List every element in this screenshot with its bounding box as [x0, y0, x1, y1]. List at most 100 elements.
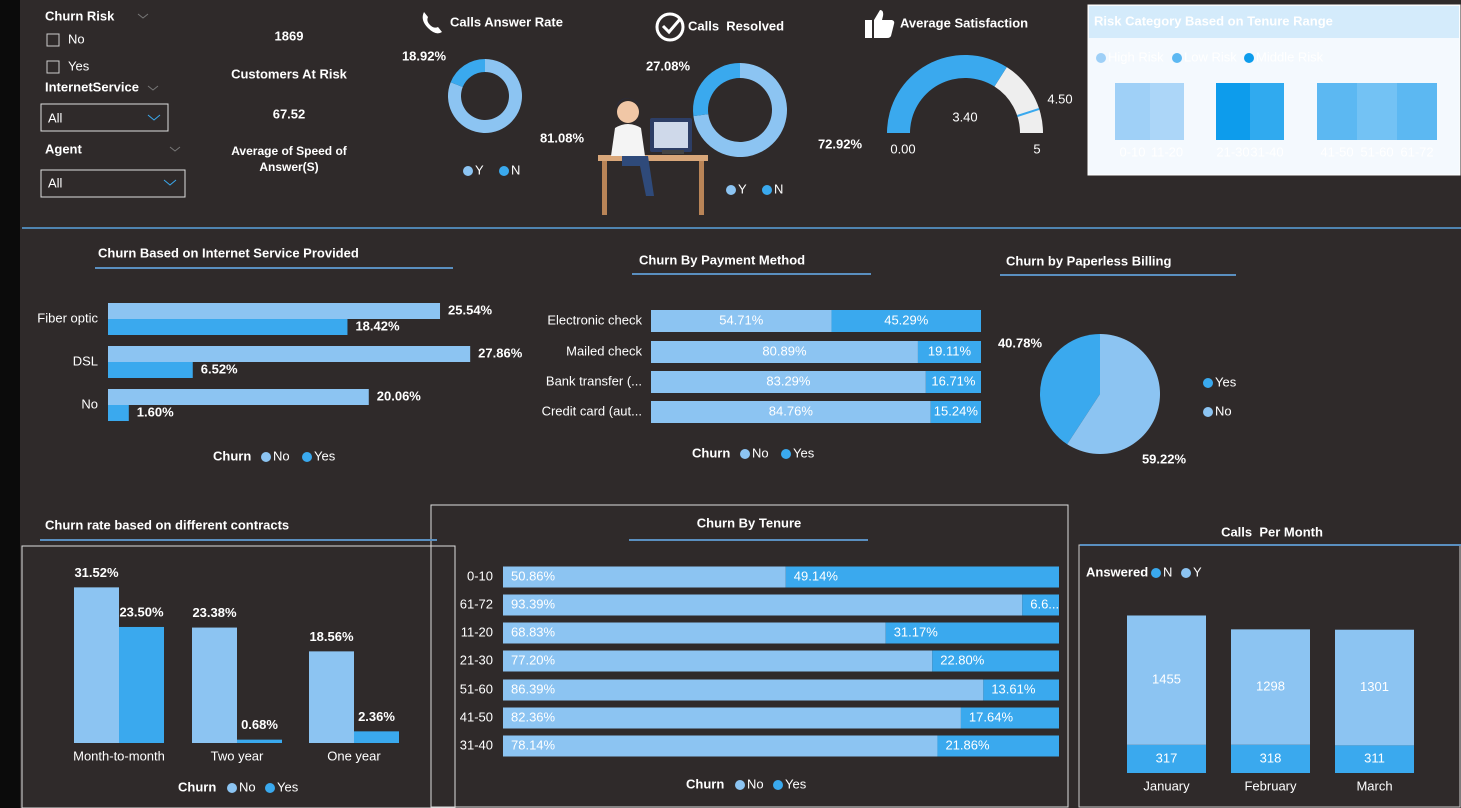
category-label: 61-72	[460, 596, 493, 611]
data-label: 84.76%	[769, 403, 814, 418]
category-label: One year	[327, 748, 381, 763]
legend-label: Yes	[277, 779, 299, 794]
bar-segment	[1022, 594, 1059, 616]
category-label: 41-50	[1320, 144, 1353, 159]
legend-title: Churn	[686, 776, 724, 791]
data-label: 45.29%	[884, 312, 929, 327]
data-label: 18.92%	[402, 48, 447, 63]
bar	[108, 346, 471, 362]
data-label: 27.08%	[646, 58, 691, 73]
data-label: 17.64%	[969, 709, 1014, 724]
data-label: 311	[1364, 751, 1385, 766]
gauge-target-label: 4.50	[1047, 91, 1072, 106]
card-header	[1089, 6, 1459, 38]
data-label: 86.39%	[511, 681, 556, 696]
data-label: 77.20%	[511, 652, 556, 667]
category-label: Month-to-month	[73, 748, 165, 763]
category-label: 31-40	[1250, 144, 1283, 159]
legend-label: Yes	[314, 448, 336, 463]
legend-swatch	[740, 449, 750, 459]
data-label: 80.89%	[762, 343, 807, 358]
legend-swatch	[726, 185, 736, 195]
legend-swatch	[265, 783, 275, 793]
data-label: 1.60%	[137, 404, 174, 419]
category-label: Electronic check	[547, 312, 642, 327]
legend-label: No	[752, 445, 769, 460]
checkbox[interactable]	[46, 33, 60, 47]
legend-label: Middle Risk	[1256, 49, 1324, 64]
data-label: 19.11%	[928, 343, 972, 358]
category-label: 21-30	[1216, 144, 1249, 159]
slice	[1067, 334, 1160, 455]
data-label: 81.08%	[540, 130, 585, 145]
data-label: 31.17%	[894, 624, 939, 639]
dropdown[interactable]	[40, 103, 169, 132]
chevron	[147, 85, 159, 91]
bar	[309, 651, 354, 743]
slice	[1040, 334, 1100, 445]
chart-title: Calls Per Month	[1221, 524, 1323, 539]
category-label: 31-40	[460, 737, 493, 752]
data-label: 93.39%	[511, 596, 556, 611]
data-label: 59.22%	[1142, 451, 1187, 466]
legend-swatch	[773, 780, 783, 790]
data-label: 20.06%	[377, 388, 422, 403]
bar-segment	[503, 650, 933, 672]
legend-title: Churn	[213, 448, 251, 463]
chart-title: Churn rate based on different contracts	[45, 517, 289, 532]
legend-label: N	[774, 181, 783, 196]
legend-label: Yes	[793, 445, 815, 460]
bar-segment	[1335, 745, 1414, 773]
data-label: 25.54%	[448, 302, 493, 317]
dropdown-value: All	[48, 110, 63, 125]
bar-segment	[831, 310, 981, 332]
legend-swatch	[1203, 407, 1213, 417]
legend-swatch	[762, 185, 772, 195]
category-label: March	[1356, 778, 1392, 793]
bar-segment	[1231, 629, 1310, 745]
category-label: 0-10	[467, 568, 493, 583]
category-label: 41-50	[460, 709, 493, 724]
category-cell	[1317, 83, 1357, 140]
kpi-value: 67.52	[273, 106, 306, 121]
checkbox-label: Yes	[68, 58, 90, 73]
category-cell	[1115, 83, 1150, 140]
category-label: 0-10	[1119, 144, 1145, 159]
legend-title: Answered	[1086, 564, 1148, 579]
bar-segment	[917, 341, 981, 363]
data-label: 0.68%	[241, 717, 278, 732]
dropdown[interactable]	[40, 169, 186, 198]
data-label: 40.78%	[998, 335, 1043, 350]
chevron	[137, 13, 149, 19]
legend-swatch	[463, 166, 473, 176]
category-cell	[1250, 83, 1284, 140]
data-label: 54.71%	[719, 312, 764, 327]
bar-segment	[885, 622, 1059, 644]
data-label: 15.24%	[934, 403, 979, 418]
bar-segment	[785, 566, 1059, 588]
data-label: 23.50%	[119, 604, 164, 619]
data-label: 82.36%	[511, 709, 556, 724]
data-label: 23.38%	[192, 605, 237, 620]
category-label: February	[1244, 778, 1297, 793]
bar-segment	[1335, 629, 1414, 746]
legend-swatch	[1096, 53, 1106, 63]
category-label: Credit card (aut...	[542, 403, 642, 418]
chevron	[169, 146, 181, 152]
filter-label: Churn Risk	[45, 8, 115, 23]
checkbox[interactable]	[46, 60, 60, 74]
chevron	[147, 114, 161, 121]
bar-segment	[651, 310, 832, 332]
kpi-value: 1869	[275, 28, 304, 43]
slice	[448, 59, 523, 133]
bar-segment	[932, 650, 1059, 672]
slice	[693, 63, 740, 117]
bar	[108, 405, 129, 421]
kpi-label-box: Average of Speed of Answer(S)	[231, 144, 347, 174]
data-label: 13.61%	[991, 681, 1036, 696]
left-strip	[0, 0, 20, 808]
legend-swatch	[781, 449, 791, 459]
category-label: Bank transfer (...	[546, 373, 642, 388]
